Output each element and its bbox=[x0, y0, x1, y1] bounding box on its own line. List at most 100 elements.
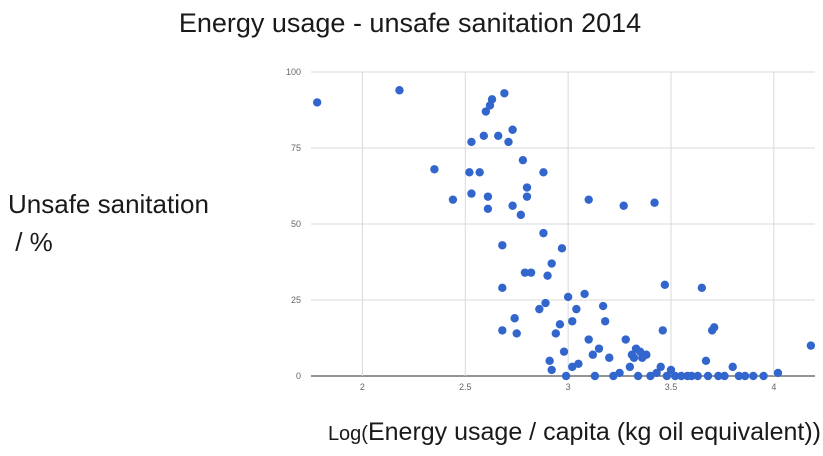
data-point bbox=[500, 89, 509, 98]
data-point bbox=[650, 198, 659, 207]
data-point bbox=[508, 201, 517, 210]
y-tick-label: 0 bbox=[296, 371, 301, 381]
data-point bbox=[483, 192, 493, 201]
data-point bbox=[656, 362, 665, 372]
data-point bbox=[539, 168, 548, 177]
data-point bbox=[749, 371, 758, 381]
data-point bbox=[561, 371, 571, 381]
data-point bbox=[526, 268, 536, 277]
data-point bbox=[559, 347, 569, 356]
data-point bbox=[510, 314, 519, 323]
data-point bbox=[522, 183, 532, 192]
data-point bbox=[615, 368, 624, 378]
data-point bbox=[487, 95, 497, 104]
y-tick-label: 75 bbox=[291, 143, 301, 153]
data-point bbox=[734, 371, 744, 381]
data-point bbox=[605, 353, 614, 362]
data-point bbox=[498, 283, 507, 293]
data-point bbox=[714, 371, 723, 381]
data-point bbox=[494, 131, 503, 141]
data-point bbox=[728, 362, 737, 372]
data-point bbox=[666, 365, 676, 375]
data-point bbox=[625, 362, 635, 372]
x-axis-label: Log(Energy usage / capita (kg oil equiva… bbox=[0, 418, 823, 447]
data-point bbox=[773, 368, 783, 378]
data-point bbox=[498, 326, 507, 335]
data-point bbox=[512, 329, 521, 338]
data-point bbox=[563, 292, 573, 302]
data-point bbox=[555, 320, 565, 329]
data-point bbox=[584, 195, 593, 204]
data-point bbox=[535, 304, 544, 314]
data-point bbox=[568, 317, 577, 326]
data-points bbox=[312, 86, 816, 381]
data-point bbox=[516, 210, 526, 220]
data-point bbox=[551, 329, 560, 338]
data-point bbox=[547, 259, 556, 268]
data-point bbox=[467, 137, 476, 147]
chart-title: Energy usage - unsafe sanitation 2014 bbox=[178, 8, 642, 38]
x-tick-label: 4 bbox=[771, 382, 776, 392]
data-point bbox=[580, 289, 589, 299]
data-point bbox=[395, 86, 404, 95]
data-point bbox=[740, 371, 750, 381]
grid bbox=[311, 71, 815, 377]
y-tick-label: 50 bbox=[291, 219, 301, 229]
data-point bbox=[594, 344, 604, 353]
y-axis-label: Unsafe sanitation / % bbox=[8, 189, 209, 257]
x-axis-label-text: Energy usage / capita (kg oil equivalent… bbox=[367, 418, 813, 446]
data-point bbox=[619, 201, 628, 210]
data-point bbox=[483, 204, 493, 213]
data-point bbox=[701, 356, 711, 365]
data-point bbox=[621, 335, 630, 344]
data-point bbox=[670, 371, 680, 381]
data-point bbox=[660, 280, 670, 289]
data-point bbox=[710, 323, 719, 332]
data-point bbox=[465, 168, 474, 177]
x-tick-label: 3.5 bbox=[665, 382, 678, 392]
data-point bbox=[518, 155, 528, 165]
data-point bbox=[693, 371, 702, 381]
data-point bbox=[545, 356, 554, 365]
data-point bbox=[598, 301, 608, 311]
x-axis-label-prefix: Log( bbox=[327, 423, 368, 445]
data-point bbox=[590, 371, 600, 381]
y-tick-label: 25 bbox=[291, 295, 301, 305]
data-point bbox=[481, 107, 491, 116]
data-point bbox=[557, 244, 567, 253]
x-tick-label: 3 bbox=[566, 382, 571, 392]
data-point bbox=[430, 165, 439, 174]
data-point bbox=[475, 168, 484, 177]
data-point bbox=[448, 195, 458, 204]
data-point bbox=[720, 371, 729, 381]
data-point bbox=[677, 371, 686, 381]
data-point bbox=[312, 98, 322, 107]
data-point bbox=[479, 131, 488, 141]
data-point bbox=[697, 283, 707, 293]
data-point bbox=[467, 189, 476, 198]
x-tick-label: 2.5 bbox=[459, 382, 472, 392]
data-point bbox=[662, 371, 672, 381]
data-point bbox=[539, 228, 548, 238]
x-tick-label: 2 bbox=[360, 382, 365, 392]
data-point bbox=[703, 371, 713, 381]
data-point bbox=[633, 371, 643, 381]
data-point bbox=[543, 271, 552, 280]
data-point bbox=[498, 241, 507, 250]
y-tick-label: 100 bbox=[286, 67, 301, 77]
x-axis-label-suffix: ) bbox=[812, 418, 821, 446]
data-point bbox=[574, 359, 583, 369]
data-point bbox=[584, 335, 593, 344]
tick-labels: 0 25 50 75 100 2 2.5 3 3.5 4 bbox=[286, 67, 776, 392]
data-point bbox=[642, 350, 651, 359]
data-point bbox=[504, 137, 513, 147]
data-point bbox=[652, 368, 661, 378]
data-point bbox=[658, 326, 667, 335]
data-point bbox=[600, 317, 610, 326]
data-point bbox=[588, 350, 598, 359]
data-point bbox=[687, 371, 696, 381]
data-point bbox=[572, 304, 581, 314]
data-point bbox=[520, 268, 530, 277]
data-point bbox=[508, 125, 517, 134]
